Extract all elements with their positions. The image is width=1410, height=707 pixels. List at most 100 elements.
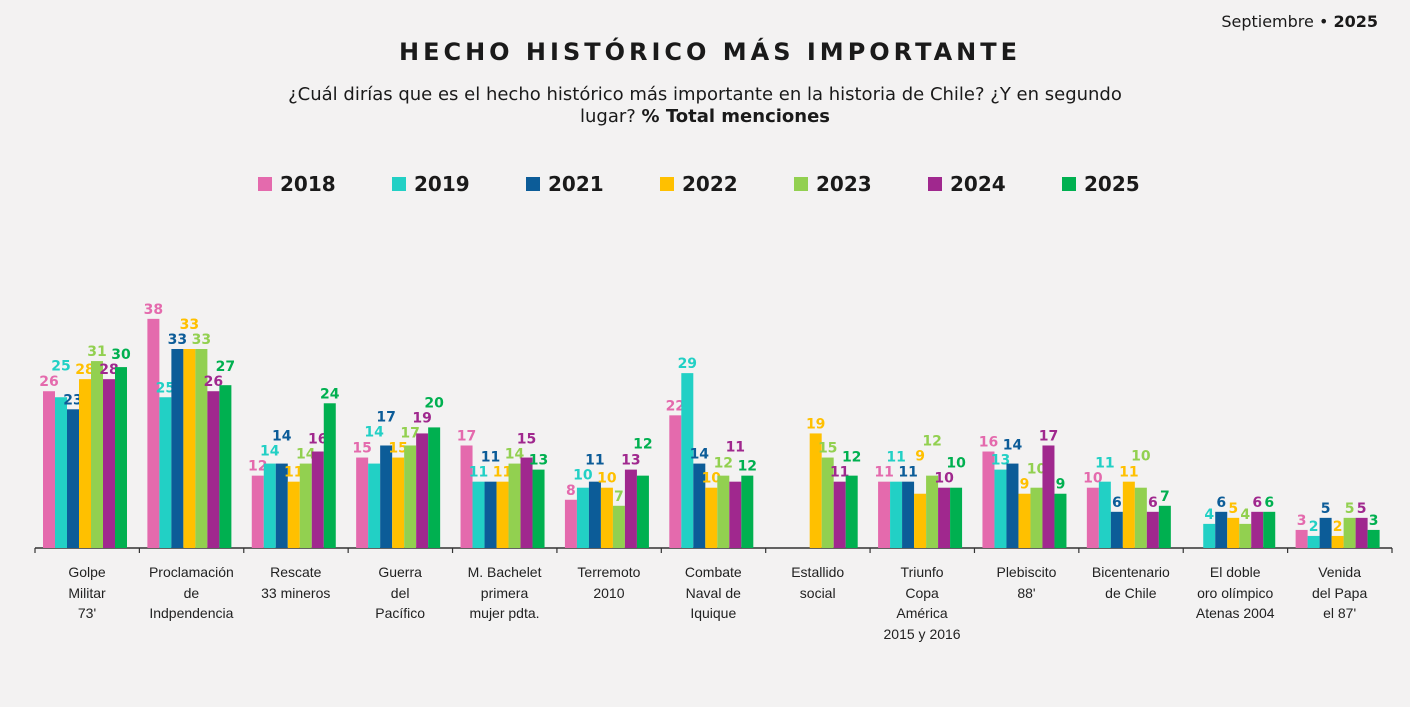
data-label: 11 — [469, 465, 488, 481]
bar-2024 — [1355, 517, 1368, 548]
data-label: 5 — [1228, 501, 1238, 517]
legend-label: 2025 — [1084, 172, 1140, 196]
bar-2021 — [1006, 463, 1019, 548]
date-month: Septiembre — [1221, 12, 1314, 31]
data-label: 33 — [168, 332, 187, 348]
bar-2022 — [496, 481, 509, 548]
bar-2024 — [311, 451, 324, 548]
bar-2019 — [1098, 481, 1111, 548]
data-label: 31 — [87, 344, 106, 360]
bar-2019 — [1203, 523, 1216, 548]
data-label: 2 — [1333, 519, 1343, 535]
data-label: 6 — [1252, 495, 1262, 511]
subtitle-text: ¿Cuál dirías que es el hecho histórico m… — [288, 84, 1122, 127]
category-label: Plebiscito 88' — [996, 564, 1057, 601]
legend-swatch — [258, 177, 272, 191]
data-label: 7 — [614, 489, 624, 505]
legend-label: 2023 — [816, 172, 872, 196]
data-label: 6 — [1148, 495, 1158, 511]
bar-2022 — [79, 379, 91, 548]
bar-2019 — [159, 397, 172, 548]
bar-2019 — [994, 469, 1007, 548]
bar-2021 — [380, 445, 393, 548]
bar-2022 — [287, 481, 300, 548]
bar-2018 — [356, 457, 369, 548]
bar-2022 — [809, 433, 822, 548]
category-label: Estallido social — [791, 564, 845, 601]
data-label: 25 — [51, 358, 70, 374]
category-label: Venida del Papa el 87' — [1311, 564, 1368, 621]
bar-2019 — [681, 373, 694, 548]
data-label: 13 — [991, 453, 1010, 469]
data-label: 11 — [886, 450, 905, 466]
bar-2025 — [115, 367, 127, 548]
legend-swatch — [526, 177, 540, 191]
data-label: 10 — [1083, 471, 1103, 487]
data-label: 11 — [481, 450, 500, 466]
bar-2022 — [183, 349, 196, 548]
bar-2025 — [845, 475, 858, 548]
bar-2021 — [484, 481, 497, 548]
data-label: 22 — [666, 398, 685, 414]
data-label: 26 — [204, 374, 223, 390]
bar-2025 — [636, 475, 649, 548]
bar-2021 — [1319, 517, 1332, 548]
data-label: 12 — [714, 456, 733, 472]
bar-2025 — [1054, 493, 1067, 548]
data-label: 3 — [1297, 513, 1307, 529]
data-label: 2 — [1309, 519, 1319, 535]
legend: 2018 2019 2021 2022 2023 2024 2025 — [258, 172, 1196, 196]
category-label: El doble oro olímpico Atenas 2004 — [1195, 564, 1275, 621]
data-label: 28 — [75, 362, 94, 378]
category-label: Terremoto 2010 — [577, 564, 641, 601]
bar-2025 — [323, 403, 336, 548]
bar-2022 — [1018, 493, 1031, 548]
data-label: 15 — [517, 432, 536, 448]
bar-2025 — [741, 475, 754, 548]
bar-2024 — [207, 391, 220, 548]
data-label: 11 — [1119, 465, 1138, 481]
data-label: 6 — [1264, 495, 1274, 511]
data-label: 11 — [585, 453, 604, 469]
legend-item-2023: 2023 — [794, 172, 928, 196]
data-label: 11 — [284, 465, 303, 481]
legend-item-2022: 2022 — [660, 172, 794, 196]
bar-2019 — [576, 487, 589, 548]
bar-2024 — [833, 481, 846, 548]
category-label: Proclamación de Indpendencia — [148, 564, 234, 621]
bar-2024 — [1146, 511, 1159, 548]
data-label: 19 — [412, 410, 431, 426]
bar-2019 — [368, 463, 381, 548]
bar-2023 — [926, 475, 939, 548]
bar-2025 — [1367, 529, 1380, 548]
bar-2023 — [821, 457, 834, 548]
bar-2018 — [251, 475, 264, 548]
data-label: 4 — [1204, 507, 1214, 523]
data-label: 24 — [320, 386, 340, 402]
bar-2019 — [55, 397, 67, 548]
bar-2018 — [147, 318, 160, 548]
bar-2023 — [1030, 487, 1043, 548]
data-label: 14 — [1003, 438, 1023, 454]
data-label: 11 — [874, 465, 893, 481]
bar-2025 — [950, 487, 963, 548]
data-label: 33 — [192, 332, 211, 348]
data-label: 15 — [352, 441, 371, 457]
bar-2024 — [1042, 445, 1055, 548]
category-label: Bicentenario de Chile — [1091, 564, 1170, 601]
data-label: 10 — [597, 471, 617, 487]
bar-2022 — [1227, 517, 1240, 548]
data-label: 11 — [1095, 456, 1114, 472]
bar-2021 — [588, 481, 601, 548]
legend-swatch — [928, 177, 942, 191]
bar-2025 — [1263, 511, 1276, 548]
category-label: Golpe Militar 73' — [68, 564, 106, 621]
legend-label: 2018 — [280, 172, 336, 196]
bar-2021 — [902, 481, 915, 548]
legend-swatch — [392, 177, 406, 191]
bar-2022 — [600, 487, 613, 548]
legend-item-2024: 2024 — [928, 172, 1062, 196]
bar-2024 — [729, 481, 742, 548]
data-label: 11 — [726, 440, 745, 456]
